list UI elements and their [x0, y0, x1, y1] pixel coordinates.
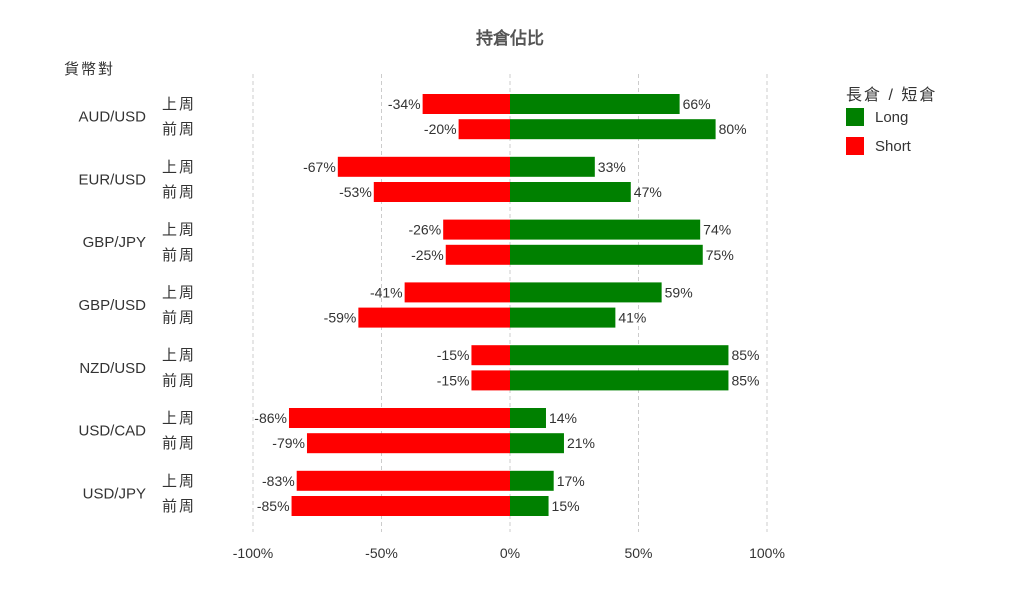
pair-label: USD/JPY — [83, 485, 146, 502]
week-label: 前周 — [162, 498, 196, 515]
pair-label: NZD/USD — [79, 360, 146, 377]
legend-swatch-short — [846, 137, 864, 155]
short-value-label: -83% — [262, 473, 295, 489]
week-label: 前周 — [162, 310, 196, 327]
short-value-label: -86% — [254, 410, 287, 426]
long-value-label: 21% — [567, 435, 595, 451]
short-value-label: -20% — [424, 121, 457, 137]
week-label: 前周 — [162, 435, 196, 452]
short-value-label: -34% — [388, 96, 421, 112]
long-bar — [510, 408, 546, 428]
long-bar — [510, 219, 701, 240]
short-bar — [306, 433, 510, 454]
week-label: 前周 — [162, 372, 196, 389]
long-bar — [510, 282, 662, 303]
long-bar — [510, 244, 703, 265]
legend-title: 長倉 / 短倉 — [846, 86, 937, 104]
short-value-label: -15% — [437, 372, 470, 388]
week-label: 上周 — [162, 159, 196, 176]
x-axis-ticks: -100% -50% 0% 50% 100% — [233, 545, 785, 561]
short-bar — [404, 282, 510, 303]
long-bar — [510, 156, 595, 177]
short-value-label: -79% — [272, 435, 305, 451]
pair-label: GBP/USD — [78, 297, 146, 314]
long-value-label: 47% — [634, 184, 662, 200]
long-bar — [510, 94, 680, 114]
x-tick-label: -100% — [233, 545, 273, 561]
short-bar — [471, 345, 510, 366]
short-value-label: -85% — [257, 498, 290, 514]
short-bar — [288, 408, 510, 428]
legend-swatch-long — [846, 108, 864, 126]
week-label: 上周 — [162, 284, 196, 301]
x-tick-label: -50% — [365, 545, 398, 561]
pair-label: AUD/USD — [78, 109, 146, 126]
short-bar — [471, 370, 510, 391]
long-value-label: 41% — [618, 310, 646, 326]
long-bar — [510, 119, 716, 140]
long-value-label: 33% — [598, 159, 626, 175]
short-value-label: -59% — [324, 310, 357, 326]
long-value-label: 85% — [731, 372, 759, 388]
short-bar — [373, 182, 510, 202]
x-tick-label: 0% — [500, 545, 520, 561]
short-bar — [337, 156, 510, 177]
short-bar — [445, 244, 510, 265]
y-axis-label: 貨幣對 — [64, 61, 115, 78]
long-value-label: 74% — [703, 222, 731, 238]
pair-label: EUR/USD — [78, 171, 146, 188]
long-bar — [510, 345, 729, 366]
short-bar — [291, 496, 510, 516]
short-bar — [296, 470, 510, 491]
week-label: 前周 — [162, 121, 196, 138]
legend: 長倉 / 短倉 Long Short — [846, 86, 937, 155]
short-bar — [443, 219, 510, 240]
long-value-label: 66% — [683, 96, 711, 112]
short-value-label: -53% — [339, 184, 372, 200]
long-bar — [510, 470, 554, 491]
chart-title: 持倉佔比 — [476, 28, 544, 48]
long-value-label: 14% — [549, 410, 577, 426]
short-bar — [358, 307, 510, 328]
long-value-label: 85% — [731, 347, 759, 363]
short-value-label: -26% — [408, 222, 441, 238]
long-value-label: 17% — [557, 473, 585, 489]
short-bar — [422, 94, 510, 114]
week-label: 前周 — [162, 247, 196, 264]
legend-label-short: Short — [875, 138, 912, 155]
x-tick-label: 50% — [624, 545, 652, 561]
long-bar — [510, 433, 564, 454]
week-label: 上周 — [162, 347, 196, 364]
short-value-label: -41% — [370, 284, 403, 300]
long-bar — [510, 496, 549, 516]
long-value-label: 59% — [665, 284, 693, 300]
pair-label: USD/CAD — [78, 423, 146, 440]
short-value-label: -15% — [437, 347, 470, 363]
week-label: 上周 — [162, 410, 196, 427]
short-bar — [458, 119, 510, 140]
long-value-label: 15% — [552, 498, 580, 514]
pair-label: GBP/JPY — [83, 234, 146, 251]
gridlines — [252, 74, 768, 532]
week-label: 上周 — [162, 96, 196, 113]
x-tick-label: 100% — [749, 545, 785, 561]
long-value-label: 80% — [719, 121, 747, 137]
long-bar — [510, 370, 729, 391]
bars: -34% 66% -20% 80% -67% 33% -53% 47% -26% 74% -25% 7… — [254, 94, 759, 516]
long-value-label: 75% — [706, 247, 734, 263]
week-label: 前周 — [162, 184, 196, 201]
week-label: 上周 — [162, 473, 196, 490]
long-bar — [510, 182, 631, 202]
short-value-label: -25% — [411, 247, 444, 263]
week-label: 上周 — [162, 222, 196, 239]
short-value-label: -67% — [303, 159, 336, 175]
long-bar — [510, 307, 616, 328]
legend-label-long: Long — [875, 109, 908, 126]
row-labels: AUD/USD上周前周EUR/USD上周前周GBP/JPY上周前周GBP/USD… — [78, 96, 196, 515]
